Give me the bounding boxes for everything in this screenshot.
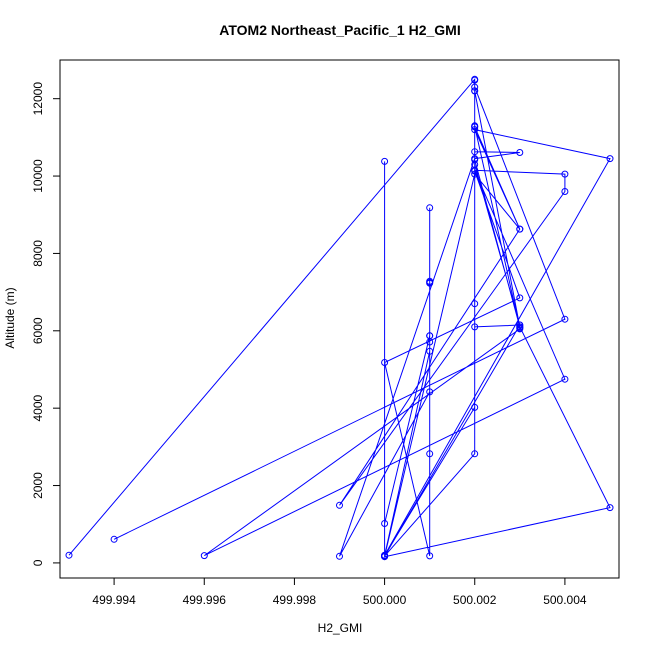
x-tick-label: 500.000 bbox=[363, 593, 407, 607]
data-point bbox=[381, 552, 389, 560]
y-tick-label: 12000 bbox=[31, 82, 45, 116]
data-point bbox=[381, 157, 389, 165]
data-point bbox=[471, 323, 479, 331]
x-tick-label: 499.994 bbox=[92, 593, 136, 607]
y-axis: 0 2000 4000 6000 8000 10000 12000 bbox=[31, 82, 61, 566]
data-point bbox=[381, 359, 389, 366]
data-point bbox=[471, 83, 479, 91]
data-point bbox=[426, 332, 434, 340]
data-point bbox=[561, 170, 569, 178]
data-point bbox=[471, 450, 479, 458]
data-point bbox=[471, 148, 479, 156]
data-point bbox=[606, 504, 614, 512]
data-point bbox=[471, 126, 479, 134]
data-point bbox=[516, 294, 524, 302]
data-point bbox=[516, 325, 524, 333]
data-point bbox=[606, 155, 614, 163]
data-point bbox=[471, 403, 479, 411]
data-point bbox=[516, 149, 524, 156]
chart-title: ATOM2 Northeast_Pacific_1 H2_GMI bbox=[219, 22, 460, 38]
y-tick-label: 4000 bbox=[31, 395, 45, 422]
data-point bbox=[110, 535, 118, 543]
x-tick-label: 499.998 bbox=[273, 593, 317, 607]
plot-area bbox=[65, 75, 614, 561]
y-tick-label: 6000 bbox=[31, 317, 45, 344]
data-point bbox=[516, 321, 524, 329]
series-line bbox=[68, 77, 611, 559]
data-point bbox=[471, 155, 479, 163]
x-tick-label: 499.996 bbox=[183, 593, 227, 607]
data-point bbox=[516, 323, 524, 331]
data-point bbox=[336, 552, 343, 560]
data-point bbox=[200, 552, 208, 560]
data-point bbox=[471, 87, 479, 95]
data-point bbox=[561, 188, 569, 195]
data-point bbox=[426, 388, 434, 396]
data-point bbox=[471, 123, 479, 131]
data-point bbox=[471, 76, 479, 84]
x-tick-label: 500.004 bbox=[543, 593, 587, 607]
data-point bbox=[561, 375, 569, 383]
y-tick-label: 10000 bbox=[31, 159, 45, 193]
data-point bbox=[65, 551, 73, 559]
plot-frame bbox=[59, 59, 620, 579]
data-point bbox=[471, 166, 479, 174]
data-point bbox=[426, 278, 434, 286]
y-axis-label: Altitude (m) bbox=[3, 287, 17, 348]
data-point bbox=[336, 501, 343, 509]
y-tick-label: 0 bbox=[31, 559, 45, 566]
data-point bbox=[516, 225, 524, 233]
x-tick-label: 500.002 bbox=[453, 593, 497, 607]
data-point bbox=[561, 315, 569, 323]
data-point bbox=[471, 300, 479, 308]
y-tick-label: 8000 bbox=[31, 240, 45, 267]
data-point bbox=[426, 450, 434, 458]
x-axis-label: H2_GMI bbox=[318, 621, 363, 635]
data-point bbox=[426, 204, 434, 212]
data-point bbox=[471, 170, 479, 178]
data-point bbox=[381, 520, 389, 527]
x-axis: 499.994 499.996 499.998 500.000 500.002 500.0… bbox=[92, 577, 587, 607]
data-point bbox=[426, 347, 434, 355]
y-tick-label: 2000 bbox=[31, 472, 45, 499]
data-point bbox=[426, 552, 434, 560]
